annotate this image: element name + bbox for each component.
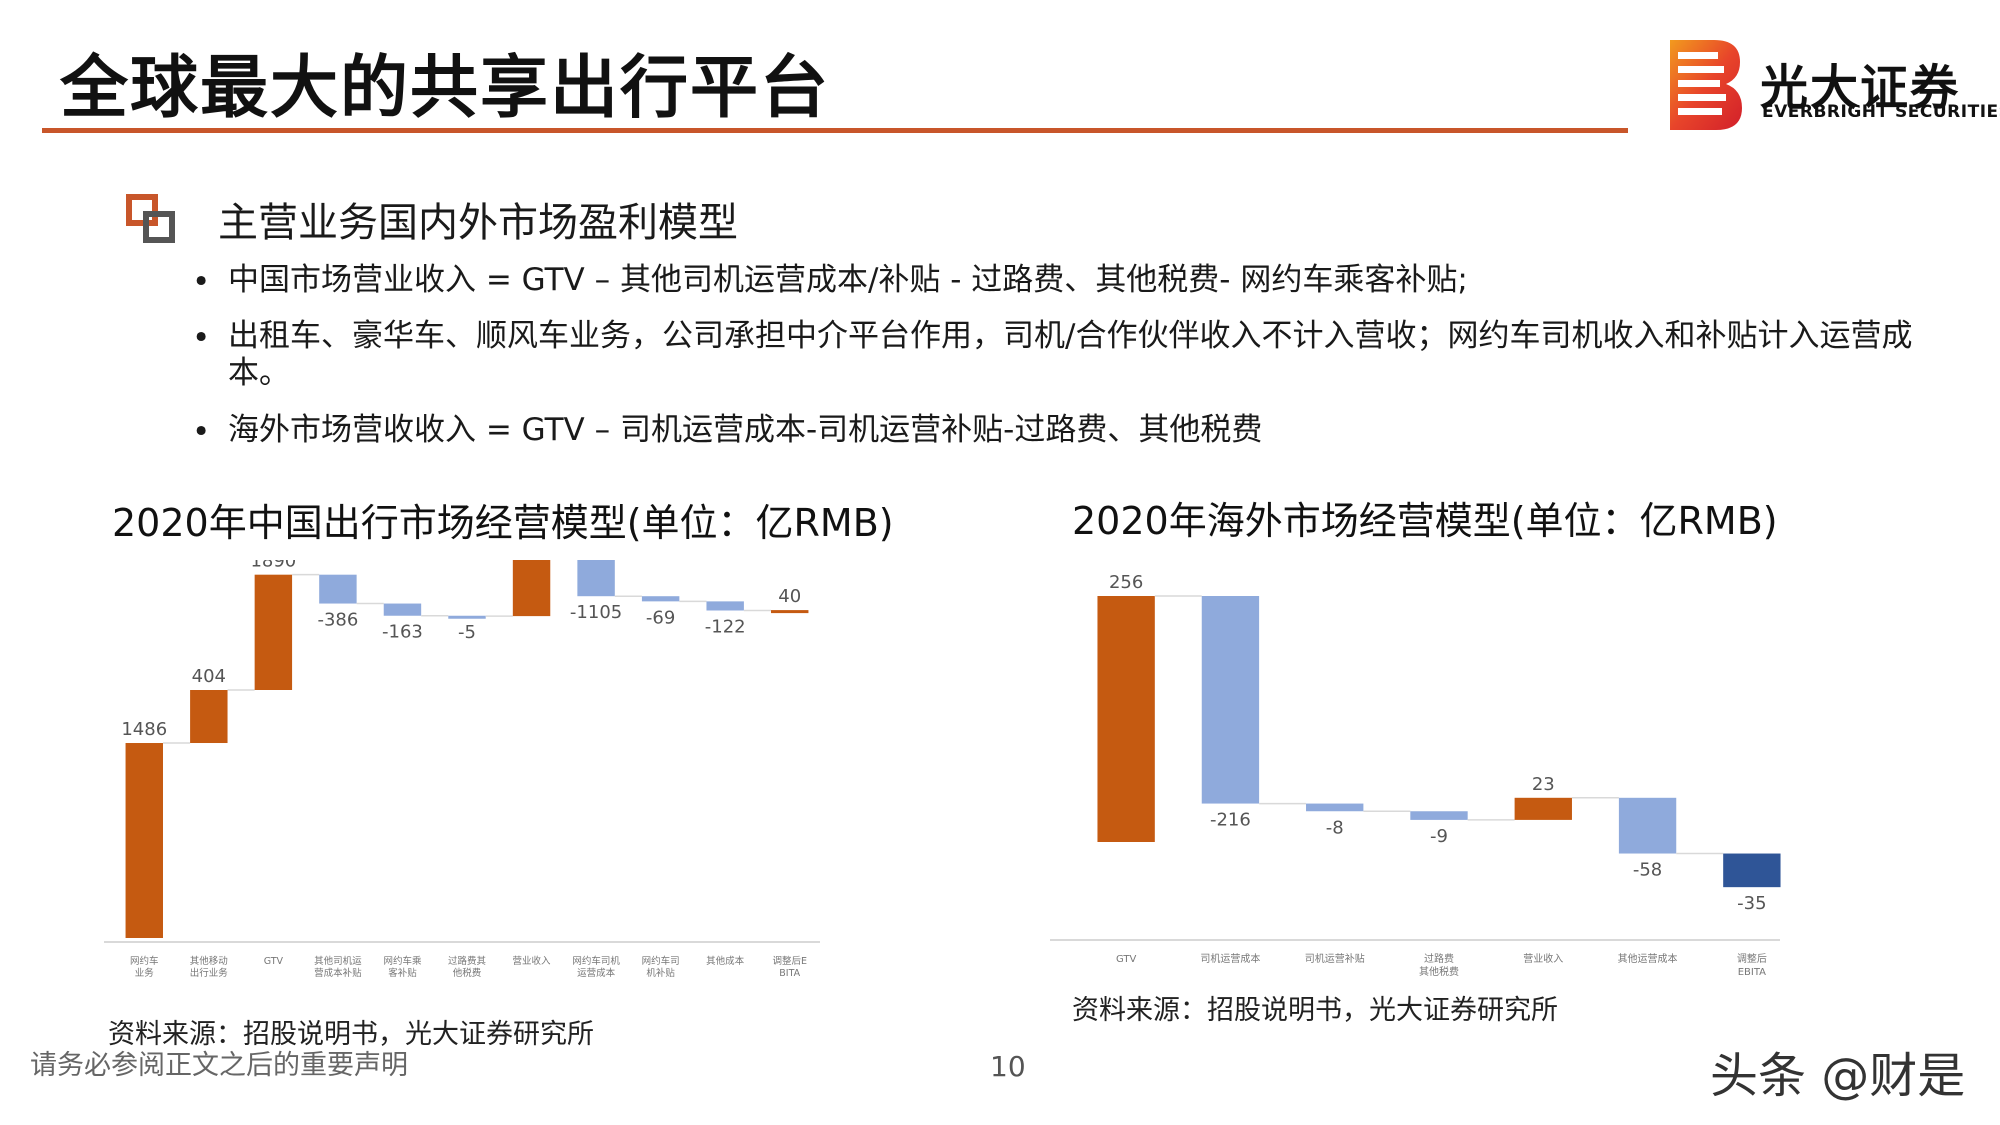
data-label: 1890	[250, 560, 296, 572]
category-label: 出行业务	[190, 967, 229, 979]
category-label: 调整后	[1737, 952, 1767, 965]
waterfall-bar	[125, 743, 163, 938]
waterfall-bar	[319, 574, 357, 604]
bullet-china-revenue: 中国市场营业收入 = GTV – 其他司机运营成本/补贴 - 过路费、其他税费-…	[228, 262, 1468, 298]
section-heading: 主营业务国内外市场盈利模型	[218, 200, 738, 246]
category-label: 司机运营补贴	[1305, 952, 1365, 965]
data-label: -9	[1430, 826, 1448, 847]
overseas-chart-source: 资料来源：招股说明书，光大证券研究所	[1072, 995, 1558, 1026]
section-bullet-icon	[126, 194, 176, 244]
data-label: -122	[705, 616, 746, 637]
waterfall-bar	[190, 690, 228, 744]
overseas-chart-title: 2020年海外市场经营模型(单位：亿RMB)	[1072, 499, 1778, 543]
data-label: -35	[1737, 893, 1766, 914]
data-label: -8	[1326, 817, 1344, 838]
bullet-overseas-revenue: 海外市场营收收入 = GTV – 司机运营成本-司机运营补贴-过路费、其他税费	[228, 412, 1263, 448]
data-label: -1105	[570, 602, 622, 623]
waterfall-bar	[254, 574, 293, 690]
data-label: -386	[317, 610, 358, 631]
waterfall-bar	[1618, 797, 1677, 854]
waterfall-bar	[512, 560, 551, 617]
waterfall-bar	[706, 601, 744, 611]
waterfall-bar	[577, 560, 615, 597]
waterfall-bar	[383, 603, 422, 616]
data-label: -5	[458, 622, 476, 643]
category-label: 他税费	[453, 967, 482, 979]
waterfall-bar	[1514, 797, 1572, 820]
logo-english-name: EVERBRIGHT SECURITIES	[1762, 102, 2000, 122]
waterfall-bar	[1097, 596, 1155, 842]
data-label: 23	[1532, 774, 1555, 795]
category-label: 调整后E	[772, 955, 807, 967]
bullet-dot: •	[192, 264, 211, 300]
everbright-logo	[1664, 38, 1994, 132]
category-label: 营成本补贴	[314, 967, 362, 979]
category-label: 机补贴	[646, 967, 675, 979]
china-chart-title: 2020年中国出行市场经营模型(单位：亿RMB)	[112, 501, 894, 545]
category-label: 营业收入	[1523, 952, 1563, 965]
bullet-dot: •	[192, 414, 211, 450]
category-label: BITA	[779, 968, 800, 979]
data-label: 1486	[121, 719, 167, 740]
data-label: -216	[1210, 810, 1251, 831]
category-label: 业务	[135, 967, 155, 979]
category-label: 网约车	[130, 955, 159, 967]
category-label: 其他司机运	[314, 955, 362, 967]
data-label: -69	[646, 607, 675, 628]
bullet-platform-role: 出租车、豪华车、顺风车业务，公司承担中介平台作用，司机/合作伙伴收入不计入营收；…	[228, 318, 1913, 391]
page-title: 全球最大的共享出行平台	[60, 49, 831, 128]
footer-disclaimer: 请务必参阅正文之后的重要声明	[30, 1050, 408, 1081]
waterfall-bar	[448, 615, 486, 619]
waterfall-bar	[1306, 803, 1364, 812]
category-label: 运营成本	[577, 967, 616, 979]
waterfall-bar	[771, 610, 809, 614]
category-label: 其他税费	[1419, 965, 1459, 978]
category-label: EBITA	[1738, 967, 1766, 978]
waterfall-bar	[641, 596, 680, 602]
category-label: 客补贴	[388, 967, 417, 979]
category-label: GTV	[1116, 954, 1137, 965]
category-label: 过路费其	[448, 955, 487, 967]
category-label: 其他移动	[190, 955, 228, 967]
category-label: 过路费	[1424, 952, 1454, 965]
category-label: 其他运营成本	[1618, 952, 1678, 965]
watermark: 头条 @财是	[1710, 1048, 1966, 1104]
page-number: 10	[990, 1050, 1026, 1083]
category-label: 网约车乘	[383, 955, 422, 967]
category-label: 网约车司	[642, 955, 680, 967]
data-label: -163	[382, 622, 423, 643]
waterfall-bar	[1723, 853, 1781, 888]
category-label: 营业收入	[513, 955, 552, 967]
category-label: 网约车司机	[572, 955, 620, 967]
data-label: 256	[1109, 572, 1143, 593]
waterfall-bar	[1410, 811, 1468, 820]
waterfall-bar	[1201, 596, 1260, 804]
category-label: 司机运营成本	[1200, 952, 1260, 965]
china-chart-source: 资料来源：招股说明书，光大证券研究所	[108, 1019, 594, 1050]
bullet-dot: •	[192, 320, 211, 356]
category-label: GTV	[264, 956, 284, 967]
title-divider	[42, 128, 1628, 133]
data-label: -58	[1633, 860, 1662, 881]
category-label: 其他成本	[706, 955, 745, 967]
logo-chinese-name: 光大证券	[1760, 60, 1961, 116]
everbright-logo-mark	[1670, 40, 1742, 130]
data-label: 404	[192, 666, 226, 687]
data-label: 40	[778, 586, 801, 607]
